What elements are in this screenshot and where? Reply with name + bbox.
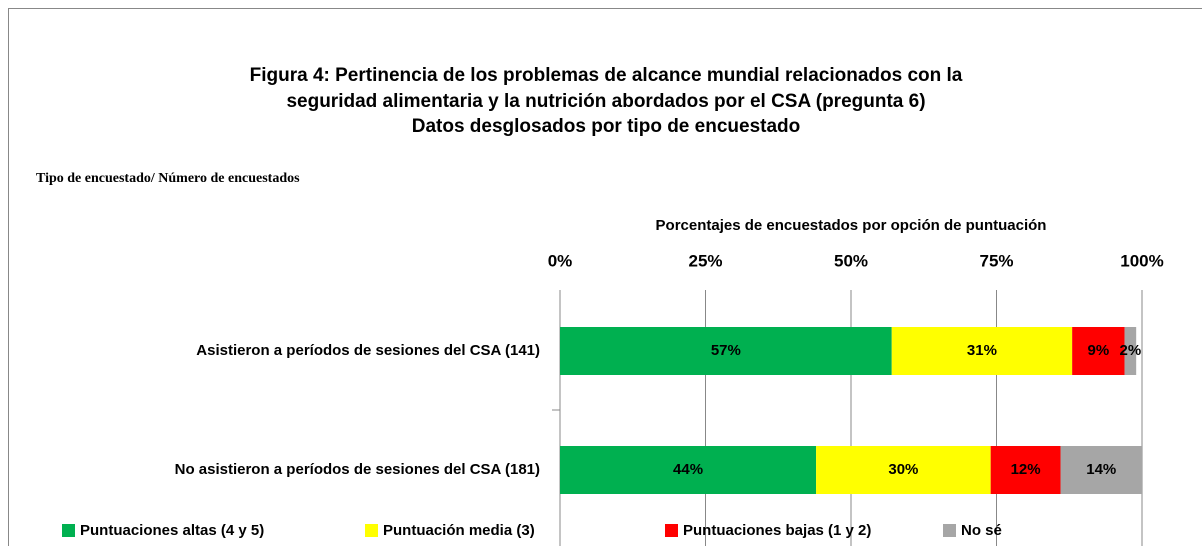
bar-segment xyxy=(990,446,1061,494)
legend-swatch xyxy=(365,524,378,537)
bar-segment xyxy=(1072,327,1125,375)
chart-title: seguridad alimentaria y la nutrición abo… xyxy=(286,91,925,112)
data-label: 44% xyxy=(673,461,703,478)
data-label: 2% xyxy=(1120,342,1142,359)
bar-segment xyxy=(816,446,991,494)
data-label: 9% xyxy=(1088,342,1110,359)
bar-segment xyxy=(891,327,1073,375)
data-label: 12% xyxy=(1011,461,1041,478)
x-tick-label: 75% xyxy=(979,251,1013,270)
data-label: 57% xyxy=(711,342,741,359)
legend-swatch xyxy=(665,524,678,537)
x-tick-label: 0% xyxy=(548,251,573,270)
data-label: 14% xyxy=(1086,461,1116,478)
legend-label: Puntuación media (3) xyxy=(383,522,535,539)
bar-segment xyxy=(560,327,892,375)
legend-swatch xyxy=(62,524,75,537)
bar-segment xyxy=(1124,327,1137,375)
bar-segment xyxy=(560,446,817,494)
chart-title: Datos desglosados por tipo de encuestado xyxy=(412,116,801,137)
legend-label: Puntuaciones altas (4 y 5) xyxy=(80,522,264,539)
y-axis-label: Tipo de encuestado/ Número de encuestado… xyxy=(36,171,300,186)
legend-label: Puntuaciones bajas (1 y 2) xyxy=(683,522,871,539)
x-tick-label: 50% xyxy=(834,251,868,270)
x-axis-label: Porcentajes de encuestados por opción de… xyxy=(656,217,1047,234)
y-tick-label: No asistieron a períodos de sesiones del… xyxy=(175,461,540,478)
legend-label: No sé xyxy=(961,522,1002,539)
y-tick-label: Asistieron a períodos de sesiones del CS… xyxy=(196,342,540,359)
x-tick-label: 100% xyxy=(1120,251,1163,270)
data-label: 30% xyxy=(888,461,918,478)
bar-segment xyxy=(1060,446,1142,494)
data-label: 31% xyxy=(967,342,997,359)
chart-title: Figura 4: Pertinencia de los problemas d… xyxy=(250,65,963,86)
x-tick-label: 25% xyxy=(688,251,722,270)
legend-swatch xyxy=(943,524,956,537)
